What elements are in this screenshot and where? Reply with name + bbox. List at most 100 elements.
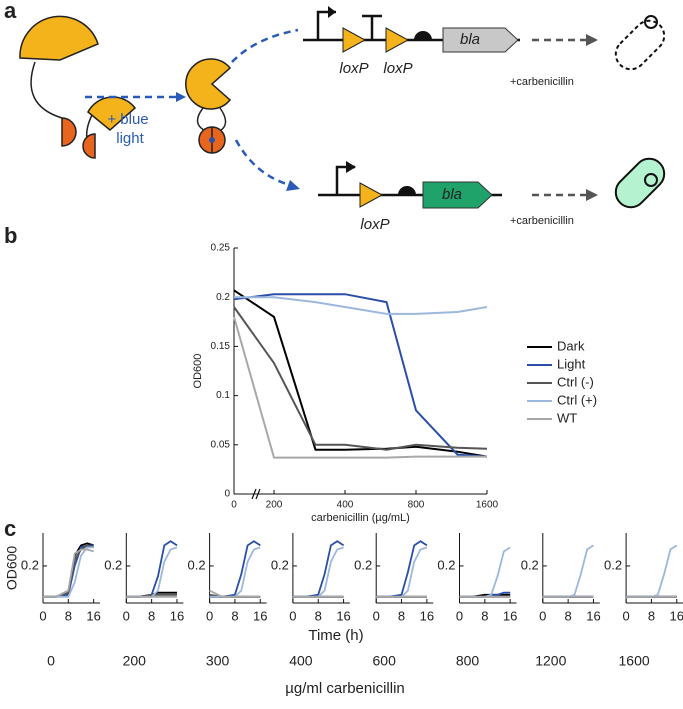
x-tick-label: 16: [503, 608, 517, 623]
series-line: [209, 589, 261, 598]
y-tick-label: 0.2: [216, 292, 230, 303]
condition-label: 200: [123, 653, 147, 669]
y-tick-label: 0.2: [271, 557, 289, 572]
series-line: [233, 293, 488, 458]
gene: [422, 181, 493, 209]
x-tick-label: 400: [337, 500, 354, 511]
protein-half: [19, 15, 99, 61]
x-tick-label: 8: [481, 608, 488, 623]
series-line: [126, 540, 178, 598]
x-tick-label: 0: [123, 608, 130, 623]
condition: +carbenicillin: [510, 76, 574, 88]
domain: [61, 117, 77, 147]
y-tick-label: 0.25: [211, 243, 231, 254]
arrowhead: [586, 189, 598, 201]
footer: µg/ml carbenicillin: [285, 680, 405, 697]
legend-label: Dark: [557, 338, 585, 353]
promoter-head: [346, 161, 356, 173]
loxp-label: loxP: [339, 60, 368, 77]
y-axis-title: OD600: [192, 354, 204, 389]
series-line: [209, 540, 261, 598]
proteins: [19, 15, 232, 159]
legend-label: Light: [557, 356, 586, 371]
legend-label: Ctrl (+): [557, 392, 597, 407]
arrowhead: [286, 180, 300, 191]
series-line: [292, 546, 344, 598]
y-tick-label: 0.2: [437, 557, 455, 572]
x-tick-label: 8: [315, 608, 322, 623]
condition-label: 0: [47, 653, 55, 669]
y-tick-label: 0.1: [216, 390, 230, 401]
x-tick-label: 16: [586, 608, 600, 623]
series-line: [459, 546, 511, 598]
panel-label: b: [4, 223, 17, 248]
series-line: [233, 316, 487, 459]
plasmid: [644, 173, 658, 187]
series-line: [126, 546, 178, 598]
x-tick-label: 8: [398, 608, 405, 623]
terminator: [362, 14, 382, 40]
light-label: + blue: [107, 111, 148, 128]
x-tick-label: 0: [206, 608, 213, 623]
y-tick-label: 0.2: [188, 557, 206, 572]
condition-label: 400: [289, 653, 313, 669]
series-line: [626, 544, 678, 598]
condition-label: 1600: [619, 653, 650, 669]
promoter-head: [328, 6, 336, 18]
x-tick-label: 8: [65, 608, 72, 623]
y-tick-label: 0.15: [211, 341, 231, 352]
x-axis-title: Time (h): [308, 627, 363, 644]
y-tick-label: 0.2: [521, 557, 539, 572]
x-tick-label: 8: [565, 608, 572, 623]
legend-label: Ctrl (-): [557, 374, 594, 389]
y-tick-label: 0.05: [211, 439, 231, 450]
loxp: [385, 27, 410, 53]
light-label: light: [116, 130, 144, 147]
y-tick-label: 0: [224, 489, 230, 500]
loxp-label: loxP: [383, 60, 412, 77]
x-tick-label: 8: [648, 608, 655, 623]
y-axis-title: OD600: [4, 546, 20, 591]
x-tick-label: 200: [266, 500, 283, 511]
condition-label: 1200: [535, 653, 566, 669]
condition: +carbenicillin: [510, 215, 574, 227]
panel-label: a: [4, 0, 17, 23]
arrow: [231, 28, 299, 63]
condition-label: 300: [206, 653, 230, 669]
gene-label: bla: [442, 186, 462, 203]
live-cell: [614, 157, 666, 209]
series-line: [209, 546, 261, 598]
rbs: [414, 31, 432, 40]
loxp: [359, 182, 384, 208]
y-tick-label: 0.2: [354, 557, 372, 572]
x-tick-label: 16: [336, 608, 350, 623]
domain: [82, 133, 96, 159]
x-tick-label: 8: [148, 608, 155, 623]
series-line: [233, 306, 488, 451]
y-tick-label: 0.2: [604, 557, 622, 572]
series-line: [43, 548, 94, 598]
x-tick-label: 8: [231, 608, 238, 623]
x-tick-label: 1600: [476, 500, 499, 511]
x-tick-label: 0: [373, 608, 380, 623]
protein-dimer: [185, 58, 232, 110]
x-tick-label: 0: [39, 608, 46, 623]
x-tick-label: 16: [86, 608, 100, 623]
x-tick-label: 16: [670, 608, 683, 623]
series-line: [376, 540, 428, 598]
linker: [30, 61, 63, 119]
loxp-label: loxP: [360, 216, 389, 233]
series-line: [233, 289, 488, 458]
gene: [442, 27, 519, 53]
x-tick-label: 0: [622, 608, 629, 623]
condition-label: 800: [456, 653, 480, 669]
blue-arrows: [85, 28, 299, 187]
dot: [209, 137, 215, 143]
series-line: [542, 544, 594, 598]
dead-cell: [614, 19, 666, 71]
x-tick-label: 0: [539, 608, 546, 623]
rbs: [398, 186, 416, 195]
x-tick-label: 0: [289, 608, 296, 623]
gene-label: bla: [460, 31, 480, 48]
